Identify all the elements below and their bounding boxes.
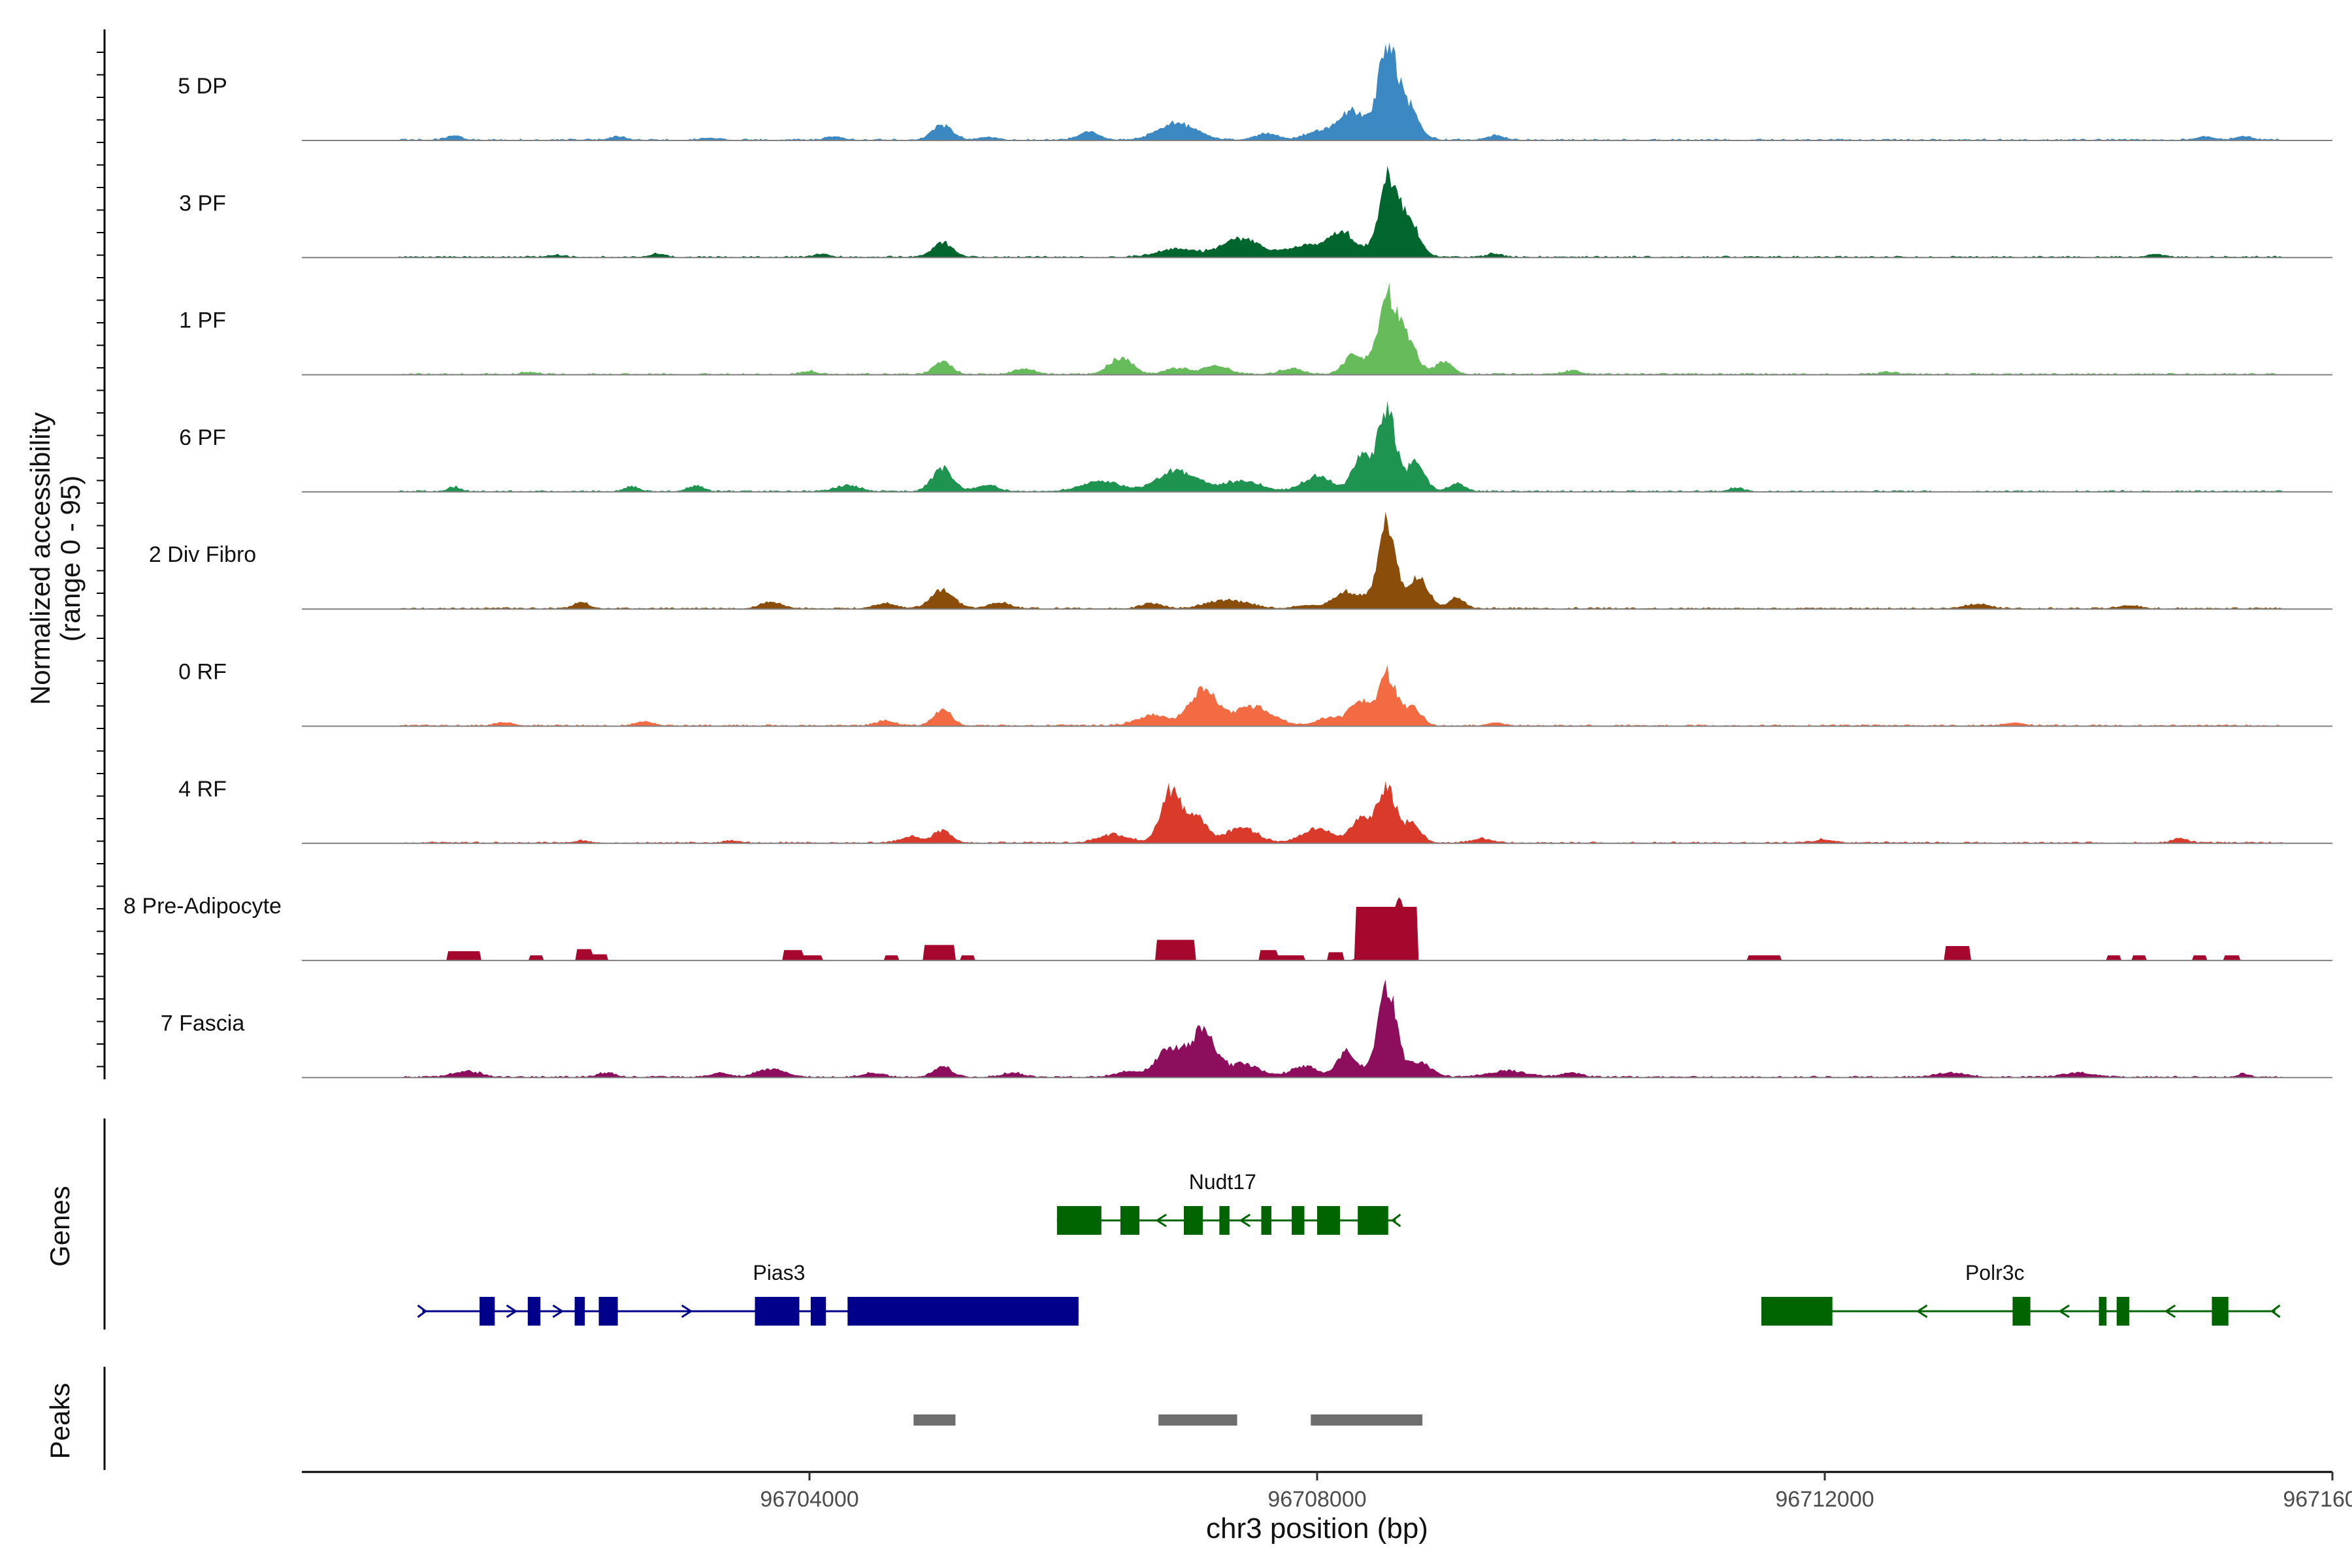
peaks-panel	[913, 1414, 1423, 1426]
gene-label: Pias3	[753, 1261, 805, 1284]
track-8-pre-adipocyte: 8 Pre-Adipocyte	[123, 894, 2332, 962]
peak-region	[1311, 1414, 1423, 1426]
gene-exon	[1120, 1206, 1139, 1235]
gene-exon	[1317, 1206, 1340, 1235]
coverage-area	[302, 282, 2332, 375]
track-label: 5 DP	[178, 74, 227, 99]
gene-exon	[2116, 1297, 2130, 1326]
strand-arrow	[552, 1304, 564, 1318]
x-tick-label: 96708000	[1267, 1487, 1366, 1512]
gene-nudt17: Nudt17	[1056, 1170, 1401, 1235]
gene-exon	[1184, 1206, 1203, 1235]
strand-arrow	[681, 1304, 693, 1318]
coverage-area	[302, 664, 2332, 727]
gene-exon	[1358, 1206, 1388, 1235]
track-label: 2 Div Fibro	[149, 542, 256, 567]
x-tick-label: 96704000	[760, 1487, 858, 1512]
gene-exon	[2099, 1297, 2107, 1326]
strand-arrow	[1239, 1213, 1251, 1228]
track-4-rf: 4 RF	[178, 777, 2332, 844]
coverage-area	[302, 512, 2332, 610]
strand-arrow	[1155, 1213, 1167, 1228]
x-tick-label: 96712000	[1775, 1487, 1874, 1512]
x-axis: 96704000 96708000 96712000 96716000	[760, 1472, 2352, 1512]
peak-region	[1158, 1414, 1237, 1426]
genes-panel: Nudt17 Pias3 Polr3c	[417, 1170, 2281, 1326]
gene-exon	[1219, 1206, 1230, 1235]
gene-exon	[1056, 1206, 1102, 1235]
track-label: 1 PF	[179, 308, 226, 333]
gene-exon	[810, 1297, 826, 1326]
gene-exon	[480, 1297, 495, 1326]
coverage-y-label-line-1: Normalized accessibility	[25, 412, 56, 705]
track-label: 6 PF	[179, 425, 226, 450]
track-label: 4 RF	[178, 777, 227, 802]
gene-exon	[1292, 1206, 1305, 1235]
coverage-tracks: 5 DP 3 PF 1 PF 6 PF 2 Div Fibro 0 RF 4 RF 8 Pre…	[97, 29, 2332, 1079]
x-tick-label: 96716000	[2283, 1487, 2352, 1512]
track-3-pf: 3 PF	[179, 165, 2332, 259]
gene-exon	[2212, 1297, 2229, 1326]
gene-exon	[755, 1297, 800, 1326]
x-axis-title: chr3 position (bp)	[1206, 1512, 1428, 1544]
coverage-area	[302, 165, 2332, 258]
gene-exon	[2012, 1297, 2031, 1326]
gene-exon	[1761, 1297, 1833, 1326]
strand-arrow	[2164, 1304, 2176, 1318]
strand-arrow	[2058, 1304, 2070, 1318]
track-5-dp: 5 DP	[178, 42, 2332, 141]
track-2-div-fibro: 2 Div Fibro	[149, 512, 2332, 610]
coverage-area	[302, 400, 2332, 492]
track-label: 0 RF	[178, 660, 227, 685]
track-label: 7 Fascia	[161, 1011, 245, 1036]
track-label: 3 PF	[179, 191, 226, 216]
strand-arrow	[1390, 1213, 1401, 1228]
peaks-panel-label: Peaks	[44, 1383, 75, 1460]
gene-label: Polr3c	[1965, 1261, 2025, 1284]
gene-polr3c: Polr3c	[1761, 1261, 2281, 1326]
strand-arrow	[506, 1304, 518, 1318]
coverage-area	[302, 897, 2332, 961]
coverage-area	[302, 979, 2332, 1078]
strand-arrow	[417, 1304, 428, 1318]
coverage-y-label-line-2: (range 0 - 95)	[55, 476, 86, 642]
strand-arrow	[1916, 1304, 1928, 1318]
genes-panel-label: Genes	[44, 1186, 75, 1267]
gene-label: Nudt17	[1189, 1170, 1256, 1194]
coverage-area	[302, 42, 2332, 140]
gene-exon	[847, 1297, 1079, 1326]
track-1-pf: 1 PF	[179, 282, 2332, 376]
gene-exon	[598, 1297, 618, 1326]
coverage-area	[302, 781, 2332, 843]
gene-exon	[1261, 1206, 1271, 1235]
gene-exon	[574, 1297, 585, 1326]
track-label: 8 Pre-Adipocyte	[123, 894, 282, 919]
gene-pias3: Pias3	[417, 1261, 1079, 1326]
peak-region	[913, 1414, 956, 1426]
strand-arrow	[2270, 1304, 2281, 1318]
gene-exon	[527, 1297, 541, 1326]
track-7-fascia: 7 Fascia	[161, 979, 2332, 1079]
track-0-rf: 0 RF	[178, 660, 2332, 727]
track-6-pf: 6 PF	[179, 400, 2332, 493]
